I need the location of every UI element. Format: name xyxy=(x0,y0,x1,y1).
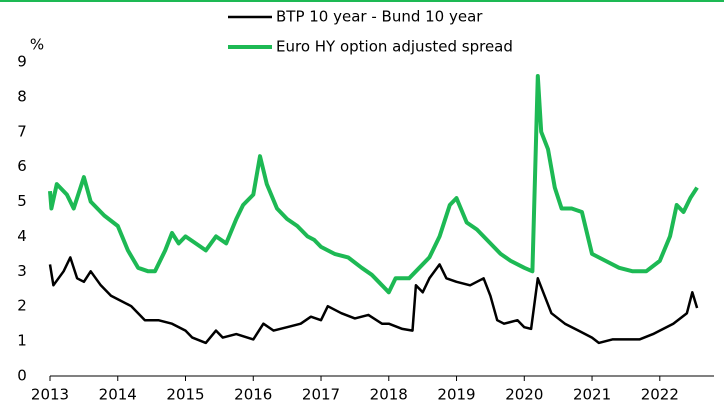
y-tick-label: 8 xyxy=(17,87,27,105)
x-tick-label: 2014 xyxy=(99,386,137,404)
x-tick-label: 2021 xyxy=(573,386,611,404)
legend-label: Euro HY option adjusted spread xyxy=(276,38,513,56)
y-tick-label: 5 xyxy=(17,192,27,210)
y-tick-label: 9 xyxy=(17,53,27,71)
x-tick-label: 2019 xyxy=(437,386,475,404)
x-tick-label: 2013 xyxy=(31,386,69,404)
y-tick-label: 4 xyxy=(17,227,27,245)
y-tick-label: 0 xyxy=(17,367,27,385)
y-axis-label: % xyxy=(30,36,44,54)
x-tick-label: 2020 xyxy=(505,386,543,404)
series-line xyxy=(48,74,699,295)
x-tick-label: 2015 xyxy=(166,386,204,404)
x-tick-label: 2022 xyxy=(641,386,679,404)
x-tick-label: 2018 xyxy=(370,386,408,404)
y-tick-label: 2 xyxy=(17,297,27,315)
y-tick-label: 6 xyxy=(17,157,27,175)
legend-label: BTP 10 year - Bund 10 year xyxy=(276,8,483,26)
y-tick-label: 1 xyxy=(17,332,27,350)
x-tick-label: 2017 xyxy=(302,386,340,404)
series-line xyxy=(48,256,699,345)
y-tick-label: 7 xyxy=(17,122,27,140)
x-tick-label: 2016 xyxy=(234,386,272,404)
y-tick-label: 3 xyxy=(17,262,27,280)
